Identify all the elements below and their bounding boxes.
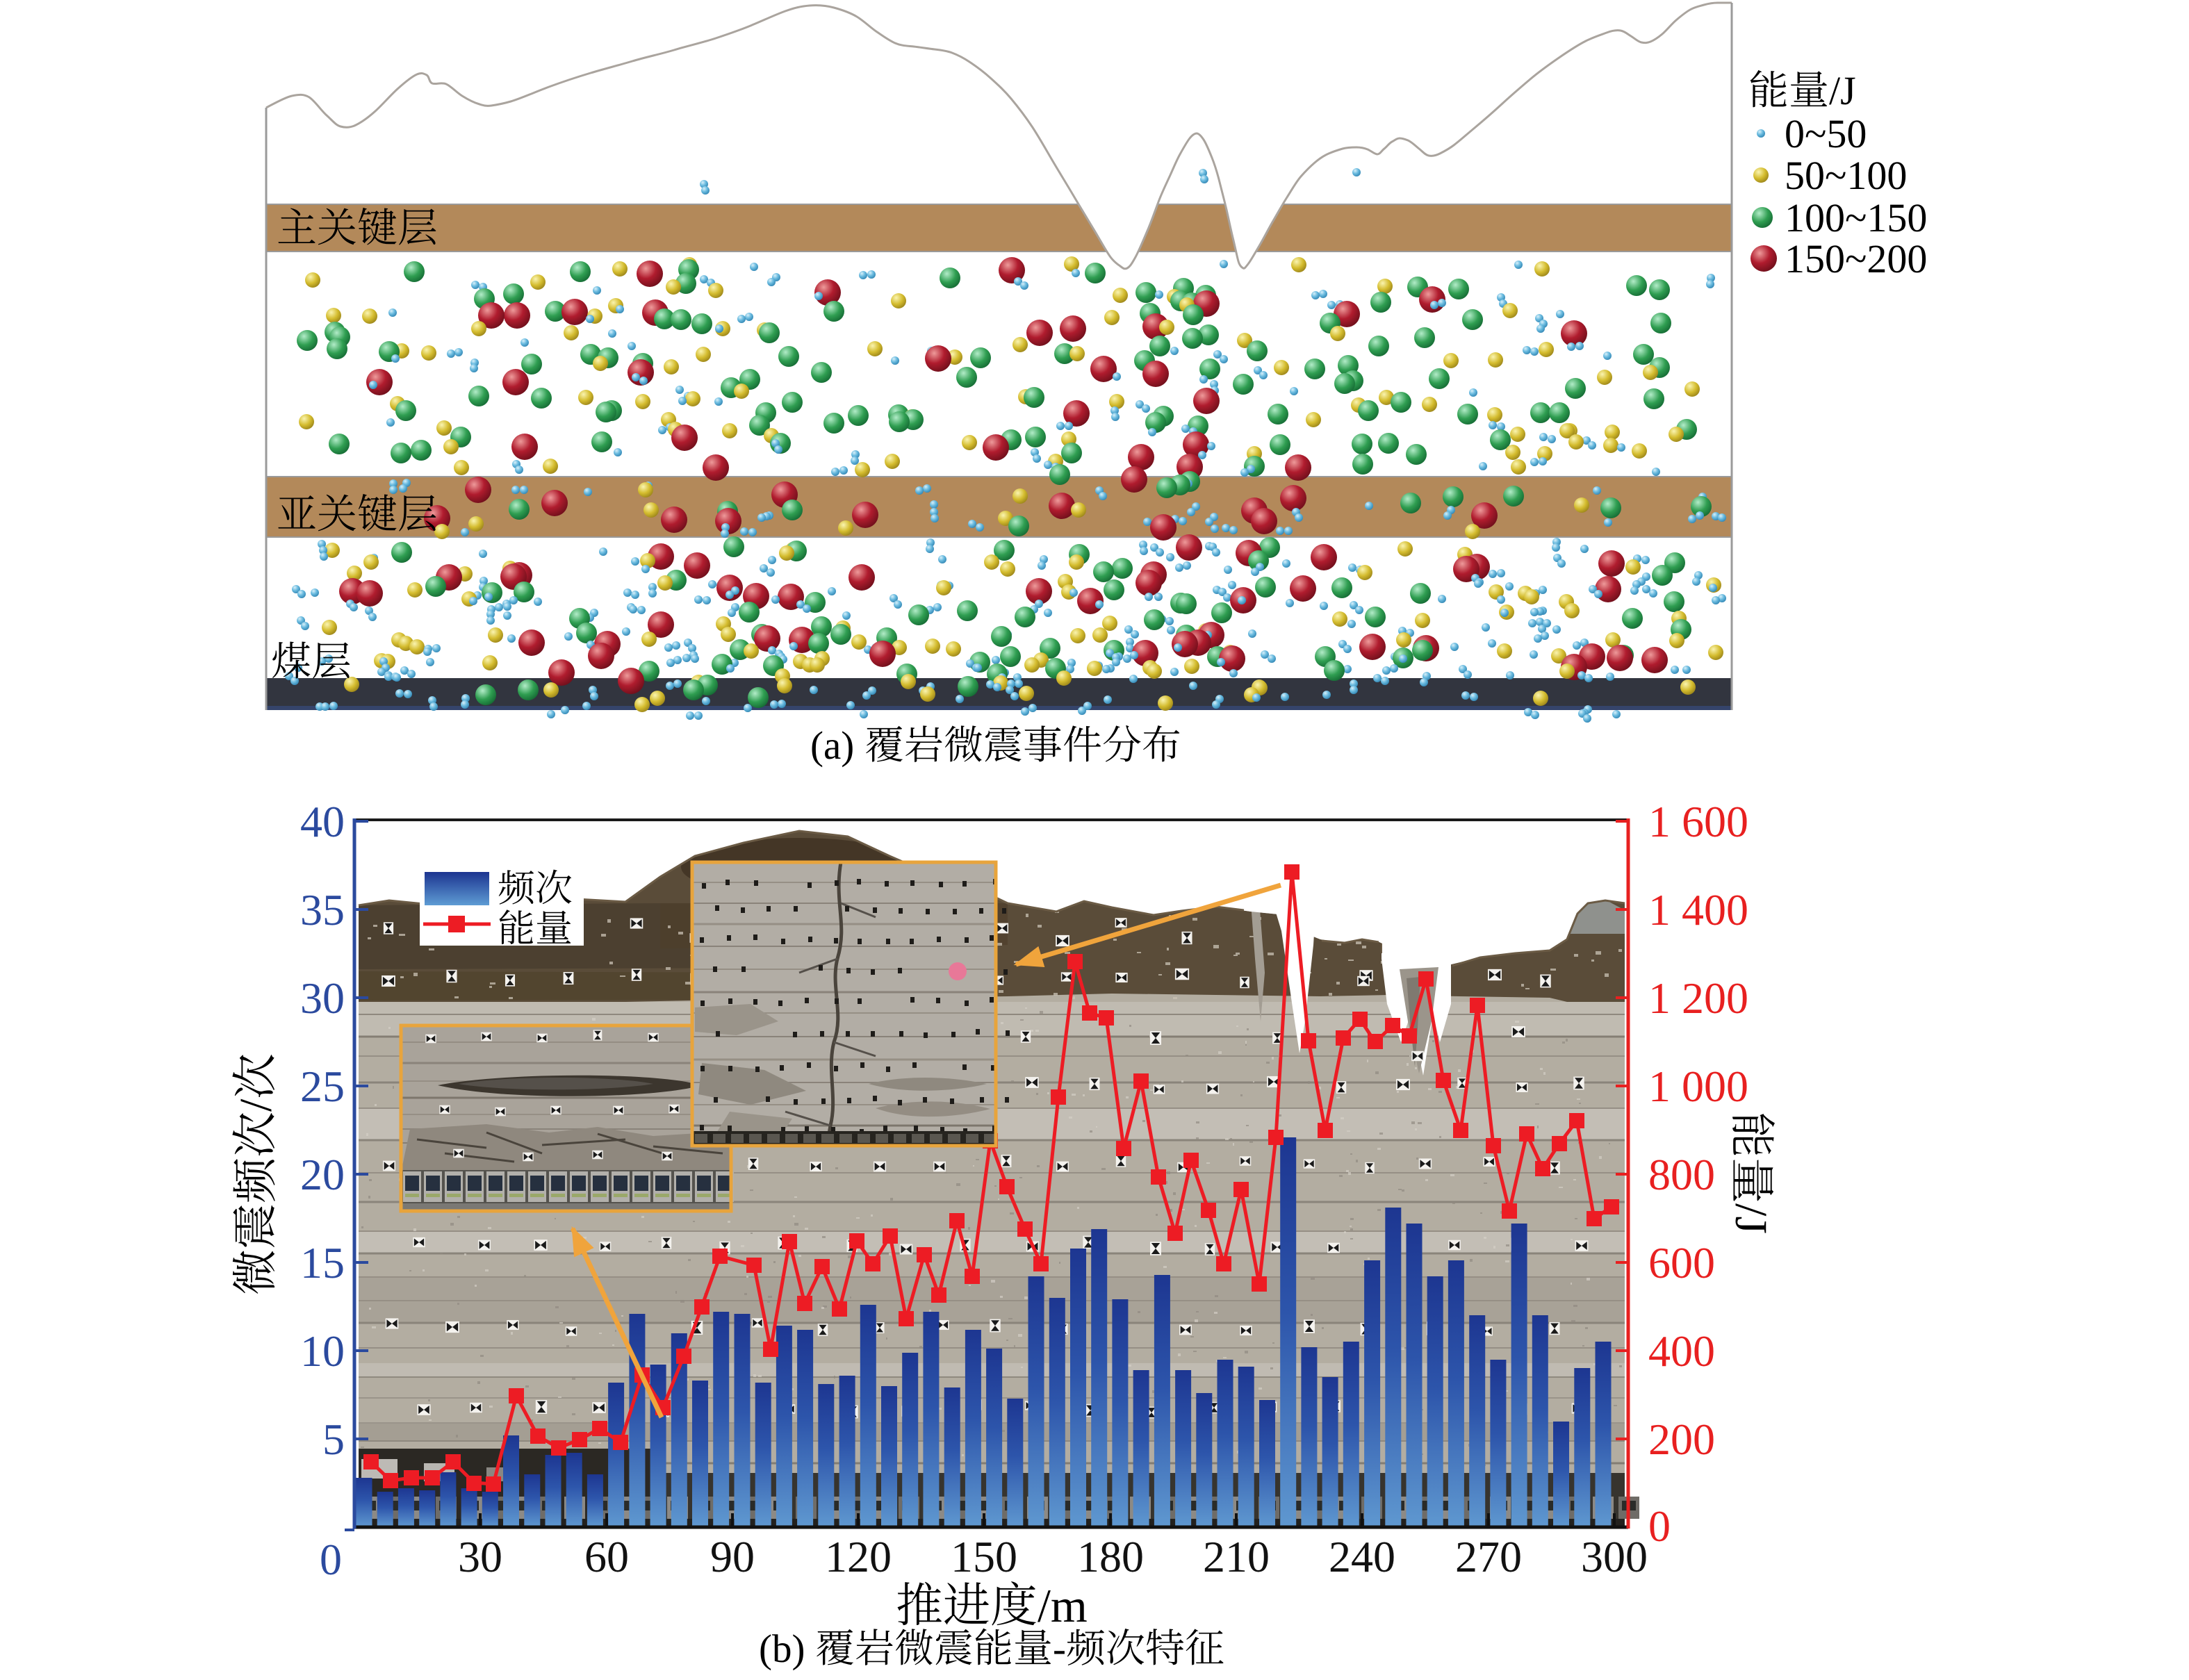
svg-text:(a): (a) [810, 724, 854, 768]
svg-text:0~50: 0~50 [1785, 111, 1867, 156]
svg-text:50~100: 50~100 [1785, 153, 1907, 198]
svg-text:270: 270 [1455, 1532, 1522, 1581]
svg-text:800: 800 [1648, 1150, 1715, 1199]
svg-text:0: 0 [1648, 1501, 1671, 1551]
svg-text:/J: /J [1725, 1203, 1776, 1234]
svg-text:/m: /m [1038, 1579, 1088, 1632]
svg-text:180: 180 [1077, 1532, 1144, 1581]
svg-text:/J: /J [1829, 68, 1856, 113]
svg-text:-: - [1053, 1627, 1066, 1671]
svg-text:1 400: 1 400 [1648, 885, 1748, 934]
svg-text:400: 400 [1648, 1326, 1715, 1376]
svg-text:30: 30 [458, 1532, 502, 1581]
svg-text:25: 25 [300, 1062, 345, 1111]
svg-text:(b): (b) [759, 1627, 805, 1671]
svg-text:0: 0 [320, 1535, 342, 1584]
svg-text:15: 15 [300, 1238, 345, 1287]
svg-text:1 600: 1 600 [1648, 797, 1748, 846]
svg-text:150~200: 150~200 [1785, 236, 1927, 281]
svg-text:90: 90 [710, 1532, 755, 1581]
svg-text:200: 200 [1648, 1415, 1715, 1464]
svg-text:1 000: 1 000 [1648, 1062, 1748, 1111]
svg-text:120: 120 [825, 1532, 892, 1581]
svg-text:210: 210 [1203, 1532, 1270, 1581]
svg-text:240: 240 [1329, 1532, 1395, 1581]
svg-text:/: / [231, 1098, 281, 1112]
svg-text:100~150: 100~150 [1785, 195, 1927, 240]
svg-text:40: 40 [300, 797, 345, 846]
svg-text:20: 20 [300, 1150, 345, 1199]
svg-text:300: 300 [1581, 1532, 1648, 1581]
svg-text:600: 600 [1648, 1238, 1715, 1287]
svg-text:60: 60 [584, 1532, 629, 1581]
svg-text:150: 150 [951, 1532, 1017, 1581]
svg-text:5: 5 [322, 1415, 345, 1464]
svg-text:1 200: 1 200 [1648, 973, 1748, 1023]
svg-text:30: 30 [300, 973, 345, 1023]
svg-text:35: 35 [300, 885, 345, 934]
svg-text:10: 10 [300, 1326, 345, 1376]
